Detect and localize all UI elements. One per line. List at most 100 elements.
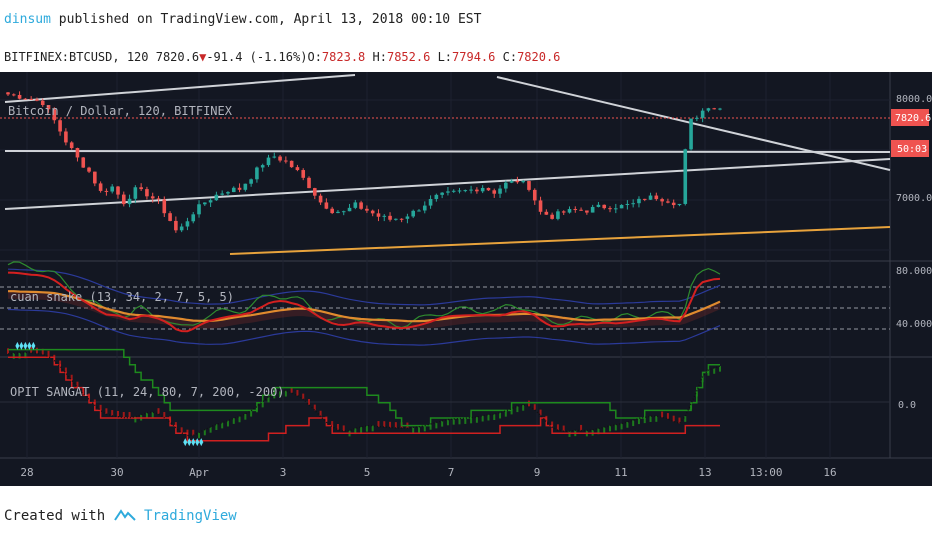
candle-body (660, 199, 664, 202)
candle-body (214, 194, 219, 201)
candle-body (521, 181, 525, 183)
candle-body (648, 195, 653, 200)
tradingview-link[interactable]: TradingView (144, 508, 237, 524)
candle-body (538, 200, 543, 212)
last-price-tag (891, 109, 929, 126)
candle-body (365, 208, 369, 211)
created-with-text: Created with (4, 508, 114, 524)
candle-body (556, 211, 560, 219)
main-pane-title: Bitcoin / Dollar, 120, BITFINEX (8, 104, 233, 118)
candle-body (35, 99, 39, 101)
high-label: H: (372, 50, 387, 64)
candle-body (284, 160, 288, 162)
candle-body (174, 220, 178, 231)
price-tick-7000: 7000.0 (896, 193, 932, 204)
candle-body (417, 210, 421, 212)
opit-diamond-marker (183, 438, 188, 447)
candle-body (677, 203, 682, 206)
author-link[interactable]: dinsum (4, 12, 51, 27)
candle-body (596, 204, 601, 207)
candle-body (318, 195, 323, 203)
opit-diamond-marker (27, 341, 32, 350)
down-arrow-icon: ▼ (199, 50, 207, 64)
candle-body (527, 181, 531, 190)
candle-body (64, 131, 68, 143)
opit-red-step-line (8, 356, 720, 442)
time-label: 9 (534, 466, 541, 479)
candle-body (666, 201, 670, 203)
candle-body (243, 183, 248, 190)
candle-body (179, 226, 184, 231)
candle-body (336, 211, 340, 214)
candle-body (156, 198, 161, 200)
candle-body (683, 149, 688, 204)
candle-body (405, 216, 410, 219)
chart-svg[interactable]: Bitcoin / Dollar, 120, BITFINEX cuan sna… (0, 72, 932, 486)
time-label: 30 (110, 466, 123, 479)
candle-body (324, 202, 329, 209)
candle-body (706, 108, 711, 111)
time-label: 11 (614, 466, 627, 479)
candle-body (394, 218, 398, 220)
time-label: 3 (280, 466, 287, 479)
close-label: C: (502, 50, 518, 64)
candle-body (220, 193, 224, 195)
candle-body (492, 190, 497, 194)
countdown-label: 50:03 (897, 144, 927, 155)
candle-body (411, 210, 416, 217)
descending-trendline[interactable] (496, 76, 891, 171)
candle-body (69, 142, 74, 149)
candle-body (98, 183, 103, 191)
candle-body (52, 109, 57, 121)
candle-body (312, 188, 317, 196)
candle-body (197, 204, 201, 215)
opit-sangat-indicator (7, 341, 721, 447)
low-label: L: (437, 50, 453, 64)
snake-pane-title: cuan snake (13, 34, 2, 7, 5, 5) (10, 290, 234, 304)
candle-body (237, 187, 242, 190)
candle-body (388, 215, 392, 220)
candle-body (301, 170, 306, 178)
candle-body (272, 156, 277, 158)
candle-body (116, 186, 120, 195)
candle-body (289, 160, 294, 168)
candle-body (231, 187, 236, 193)
candle-body (376, 213, 381, 217)
time-label: 7 (448, 466, 455, 479)
candle-body (191, 214, 196, 222)
candle-body (104, 190, 109, 192)
tradingview-logo-icon[interactable] (113, 508, 136, 522)
opit-pane-title: OPIT SANGAT (11, 24, 80, 7, 200, -200) (10, 385, 285, 399)
support-trendline[interactable] (229, 226, 891, 255)
candle-body (590, 206, 595, 213)
candle-body (498, 188, 502, 194)
candle-body (359, 202, 363, 209)
candle-body (29, 98, 33, 100)
candle-body (162, 199, 167, 214)
horizontal-line[interactable] (4, 150, 891, 153)
opit-diamond-marker (199, 438, 204, 447)
candle-body (579, 209, 583, 211)
time-label: Apr (189, 466, 209, 479)
candle-body (58, 120, 62, 132)
candle-body (168, 213, 172, 221)
candle-body (475, 189, 479, 192)
candle-body (532, 189, 537, 201)
rising-trendline[interactable] (4, 158, 891, 210)
candle-body (203, 202, 207, 205)
published-text: published on TradingView.com, April 13, … (50, 12, 482, 27)
opit-green-step-line (8, 348, 720, 427)
opit-diamond-marker (15, 341, 20, 350)
candle-body (695, 117, 699, 119)
candle-body (110, 186, 114, 192)
opit-diamond-marker (187, 438, 192, 447)
candles-group (6, 91, 722, 233)
opit-diamond-marker (195, 438, 200, 447)
channel-top-trendline[interactable] (4, 74, 356, 103)
chart-area[interactable]: Bitcoin / Dollar, 120, BITFINEX cuan sna… (0, 72, 932, 486)
candle-body (567, 209, 572, 213)
candle-body (700, 110, 705, 118)
candle-body (654, 195, 659, 200)
candle-body (608, 208, 612, 210)
